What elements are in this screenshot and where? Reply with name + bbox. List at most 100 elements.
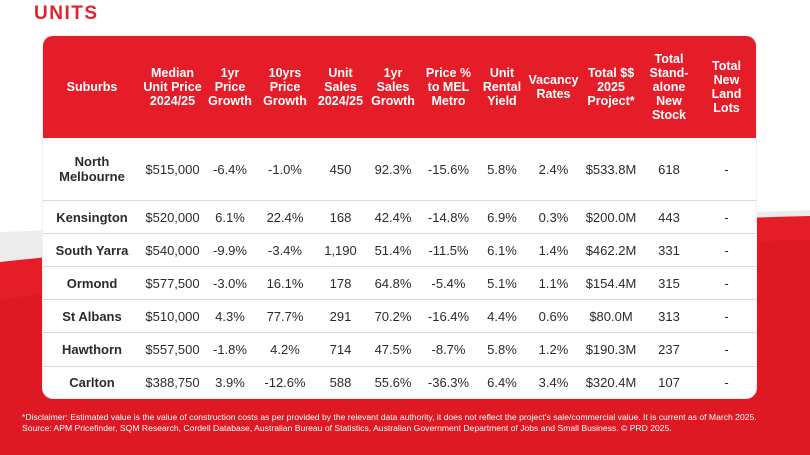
table-cell: 0.6%: [526, 299, 581, 334]
table-cell: 331: [641, 233, 697, 268]
table-cell: 5.8%: [478, 138, 526, 202]
table-cell: 1.2%: [526, 332, 581, 367]
page-title: UNITS: [34, 3, 99, 24]
table-cell: 1,190: [314, 233, 367, 268]
table-cell: 6.1%: [204, 200, 256, 235]
table-cell: 16.1%: [256, 266, 314, 301]
table-cell: $320.4M: [585, 374, 637, 390]
column-header: Suburbs: [43, 36, 141, 138]
table-cell: 291: [314, 299, 367, 334]
table-cell: 6.4%: [487, 374, 517, 390]
table-cell: 4.2%: [256, 332, 314, 367]
table-row: South Yarra $540,000 -9.9% -3.4% 1,190 51.4% -…: [43, 233, 756, 268]
table-cell: 5.8%: [478, 332, 526, 367]
suburb-name-cell: Ormond: [43, 266, 141, 301]
table-cell: -8.7%: [419, 332, 478, 367]
table-cell: 55.6%: [374, 374, 412, 390]
table-cell: -: [697, 299, 756, 334]
table-cell: -9.9%: [204, 233, 256, 268]
table-cell: -12.6%: [264, 374, 306, 390]
table-cell: -1.8%: [204, 332, 256, 367]
suburb-name-cell: St Albans: [43, 299, 141, 334]
table-cell: 1.4%: [526, 233, 581, 268]
table-cell: 443: [641, 200, 697, 235]
table-cell: 2.4%: [526, 138, 581, 202]
column-header: 1yr Sales Growth: [367, 36, 419, 138]
table-cell: 714: [314, 332, 367, 367]
table-cell: 618: [641, 138, 697, 202]
units-table-card: Suburbs Median Unit Price 2024/25 1yr Pric…: [43, 36, 756, 398]
table-cell: 77.7%: [256, 299, 314, 334]
table-cell: -3.0%: [204, 266, 256, 301]
table-cell: 5.1%: [478, 266, 526, 301]
table-cell: $577,500: [141, 266, 204, 301]
suburb-name-cell: North Melbourne: [43, 138, 141, 202]
table-cell: 4.4%: [478, 299, 526, 334]
table-cell: $515,000: [141, 138, 204, 202]
table-cell: 3.9%: [215, 374, 245, 390]
table-cell: 6.1%: [478, 233, 526, 268]
table-row: North Melbourne $515,000 -6.4% -1.0% 450 92.3…: [43, 138, 756, 202]
table-cell: 178: [314, 266, 367, 301]
column-header: 1yr Price Growth: [204, 36, 256, 138]
table-cell: 64.8%: [367, 266, 419, 301]
table-row: Ormond $577,500 -3.0% 16.1% 178 64.8% -5.4% 5.1…: [43, 266, 756, 301]
table-cell: -14.8%: [419, 200, 478, 235]
table-row: St Albans $510,000 4.3% 77.7% 291 70.2% -16.4%…: [43, 299, 756, 334]
table-cell: 1.1%: [526, 266, 581, 301]
table-cell: -: [697, 266, 756, 301]
table-cell: $462.2M: [581, 233, 641, 268]
table-cell: 168: [314, 200, 367, 235]
table-cell: $540,000: [141, 233, 204, 268]
table-cell: $533.8M: [581, 138, 641, 202]
table-cell: 92.3%: [367, 138, 419, 202]
table-cell: 3.4%: [538, 374, 569, 390]
table-cell: 0.3%: [526, 200, 581, 235]
table-cell: 70.2%: [367, 299, 419, 334]
table-cell: $80.0M: [581, 299, 641, 334]
column-header: Total New Land Lots: [697, 36, 756, 138]
table-cell: 22.4%: [256, 200, 314, 235]
column-header: Unit Rental Yield: [478, 36, 526, 138]
suburb-name-cell: Carlton: [69, 374, 115, 390]
table-cell: 313: [641, 299, 697, 334]
table-cell: -: [697, 138, 756, 202]
table-cell: -3.4%: [256, 233, 314, 268]
table-cell: -36.3%: [427, 374, 470, 390]
table-cell: -16.4%: [419, 299, 478, 334]
column-header: Price % to MEL Metro: [419, 36, 478, 138]
table-cell: $154.4M: [581, 266, 641, 301]
table-cell: -11.5%: [419, 233, 478, 268]
table-cell: 6.9%: [478, 200, 526, 235]
table-cell: -: [697, 200, 756, 235]
table-cell: 4.3%: [204, 299, 256, 334]
table-cell: -1.0%: [256, 138, 314, 202]
table-cell: 237: [641, 332, 697, 367]
table-cell: 450: [314, 138, 367, 202]
table-cell: -5.4%: [419, 266, 478, 301]
table-cell: -: [697, 332, 756, 367]
table-cell: $200.0M: [581, 200, 641, 235]
column-header: Vacancy Rates: [526, 36, 581, 138]
footnote: *Disclaimer: Estimated value is the valu…: [22, 412, 792, 434]
table-cell: $388,750: [145, 374, 200, 390]
table-row: Carlton $388,750 3.9% -12.6% 588 55.6% -36.3% 6…: [43, 366, 756, 398]
table-cell: -6.4%: [204, 138, 256, 202]
table-cell: -: [697, 233, 756, 268]
column-header: Median Unit Price 2024/25: [141, 36, 204, 138]
table-cell: 315: [641, 266, 697, 301]
table-cell: $190.3M: [581, 332, 641, 367]
table-cell: $520,000: [141, 200, 204, 235]
table-cell: 42.4%: [367, 200, 419, 235]
table-cell: $510,000: [141, 299, 204, 334]
table-header-row: Suburbs Median Unit Price 2024/25 1yr Pric…: [43, 36, 756, 138]
table-row: Hawthorn $557,500 -1.8% 4.2% 714 47.5% -8.7% 5.…: [43, 332, 756, 367]
units-table: Suburbs Median Unit Price 2024/25 1yr Pric…: [43, 36, 756, 398]
disclaimer-text: *Disclaimer: Estimated value is the valu…: [22, 412, 757, 422]
table-cell: $557,500: [141, 332, 204, 367]
suburb-name-cell: South Yarra: [43, 233, 141, 268]
table-cell: 47.5%: [367, 332, 419, 367]
source-text: Source: APM Pricefinder, SQM Research, C…: [22, 423, 672, 433]
table-body: North Melbourne $515,000 -6.4% -1.0% 450 92.3…: [43, 138, 756, 398]
suburb-name-cell: Hawthorn: [43, 332, 141, 367]
